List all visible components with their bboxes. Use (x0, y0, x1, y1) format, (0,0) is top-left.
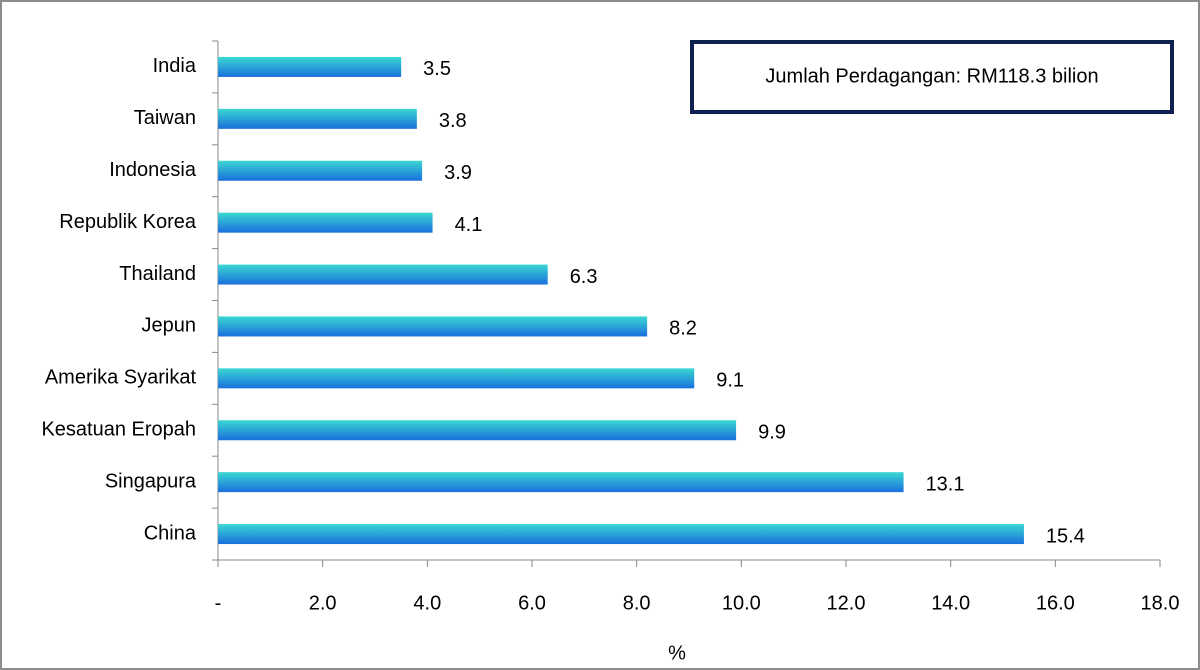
value-label: 13.1 (926, 473, 965, 495)
x-tick-label: 14.0 (931, 592, 970, 614)
bar (218, 108, 417, 129)
y-tick-label: Indonesia (109, 159, 197, 181)
y-tick-label: Singapura (105, 470, 197, 492)
value-label: 9.9 (758, 422, 786, 444)
x-tick-label: 8.0 (623, 592, 651, 614)
x-tick-label: 10.0 (722, 592, 761, 614)
bar (218, 160, 423, 181)
y-tick-label: Jepun (142, 315, 197, 337)
bar (218, 420, 737, 441)
bar (218, 264, 548, 285)
x-tick-label: 16.0 (1036, 592, 1075, 614)
bar (218, 524, 1024, 545)
x-tick-label: 18.0 (1141, 592, 1180, 614)
y-tick-label: Thailand (119, 263, 196, 285)
bar (218, 316, 648, 337)
annotation-box (690, 40, 1174, 114)
value-label: 3.5 (423, 58, 451, 80)
bar (218, 56, 402, 77)
value-label: 9.1 (716, 370, 744, 392)
bar (218, 212, 433, 233)
x-tick-label: 2.0 (309, 592, 337, 614)
x-tick-label: 6.0 (518, 592, 546, 614)
value-label: 4.1 (455, 214, 483, 236)
value-label: 8.2 (669, 318, 697, 340)
value-label: 15.4 (1046, 525, 1085, 547)
x-axis-label: % (668, 642, 686, 664)
y-tick-label: China (144, 522, 197, 544)
value-label: 3.8 (439, 110, 467, 132)
annotation: Jumlah Perdagangan: RM118.3 bilion (765, 65, 1098, 87)
x-tick-label: 12.0 (827, 592, 866, 614)
bar (218, 472, 904, 493)
bar (218, 368, 695, 389)
value-label: 3.9 (444, 162, 472, 184)
y-tick-label: Taiwan (134, 107, 196, 129)
x-tick-label: - (215, 592, 222, 614)
y-tick-label: India (153, 55, 197, 77)
value-label: 6.3 (570, 266, 598, 288)
y-tick-label: Republik Korea (59, 211, 197, 233)
x-tick-label: 4.0 (413, 592, 441, 614)
y-tick-label: Amerika Syarikat (45, 367, 197, 389)
y-tick-label: Kesatuan Eropah (41, 419, 196, 441)
